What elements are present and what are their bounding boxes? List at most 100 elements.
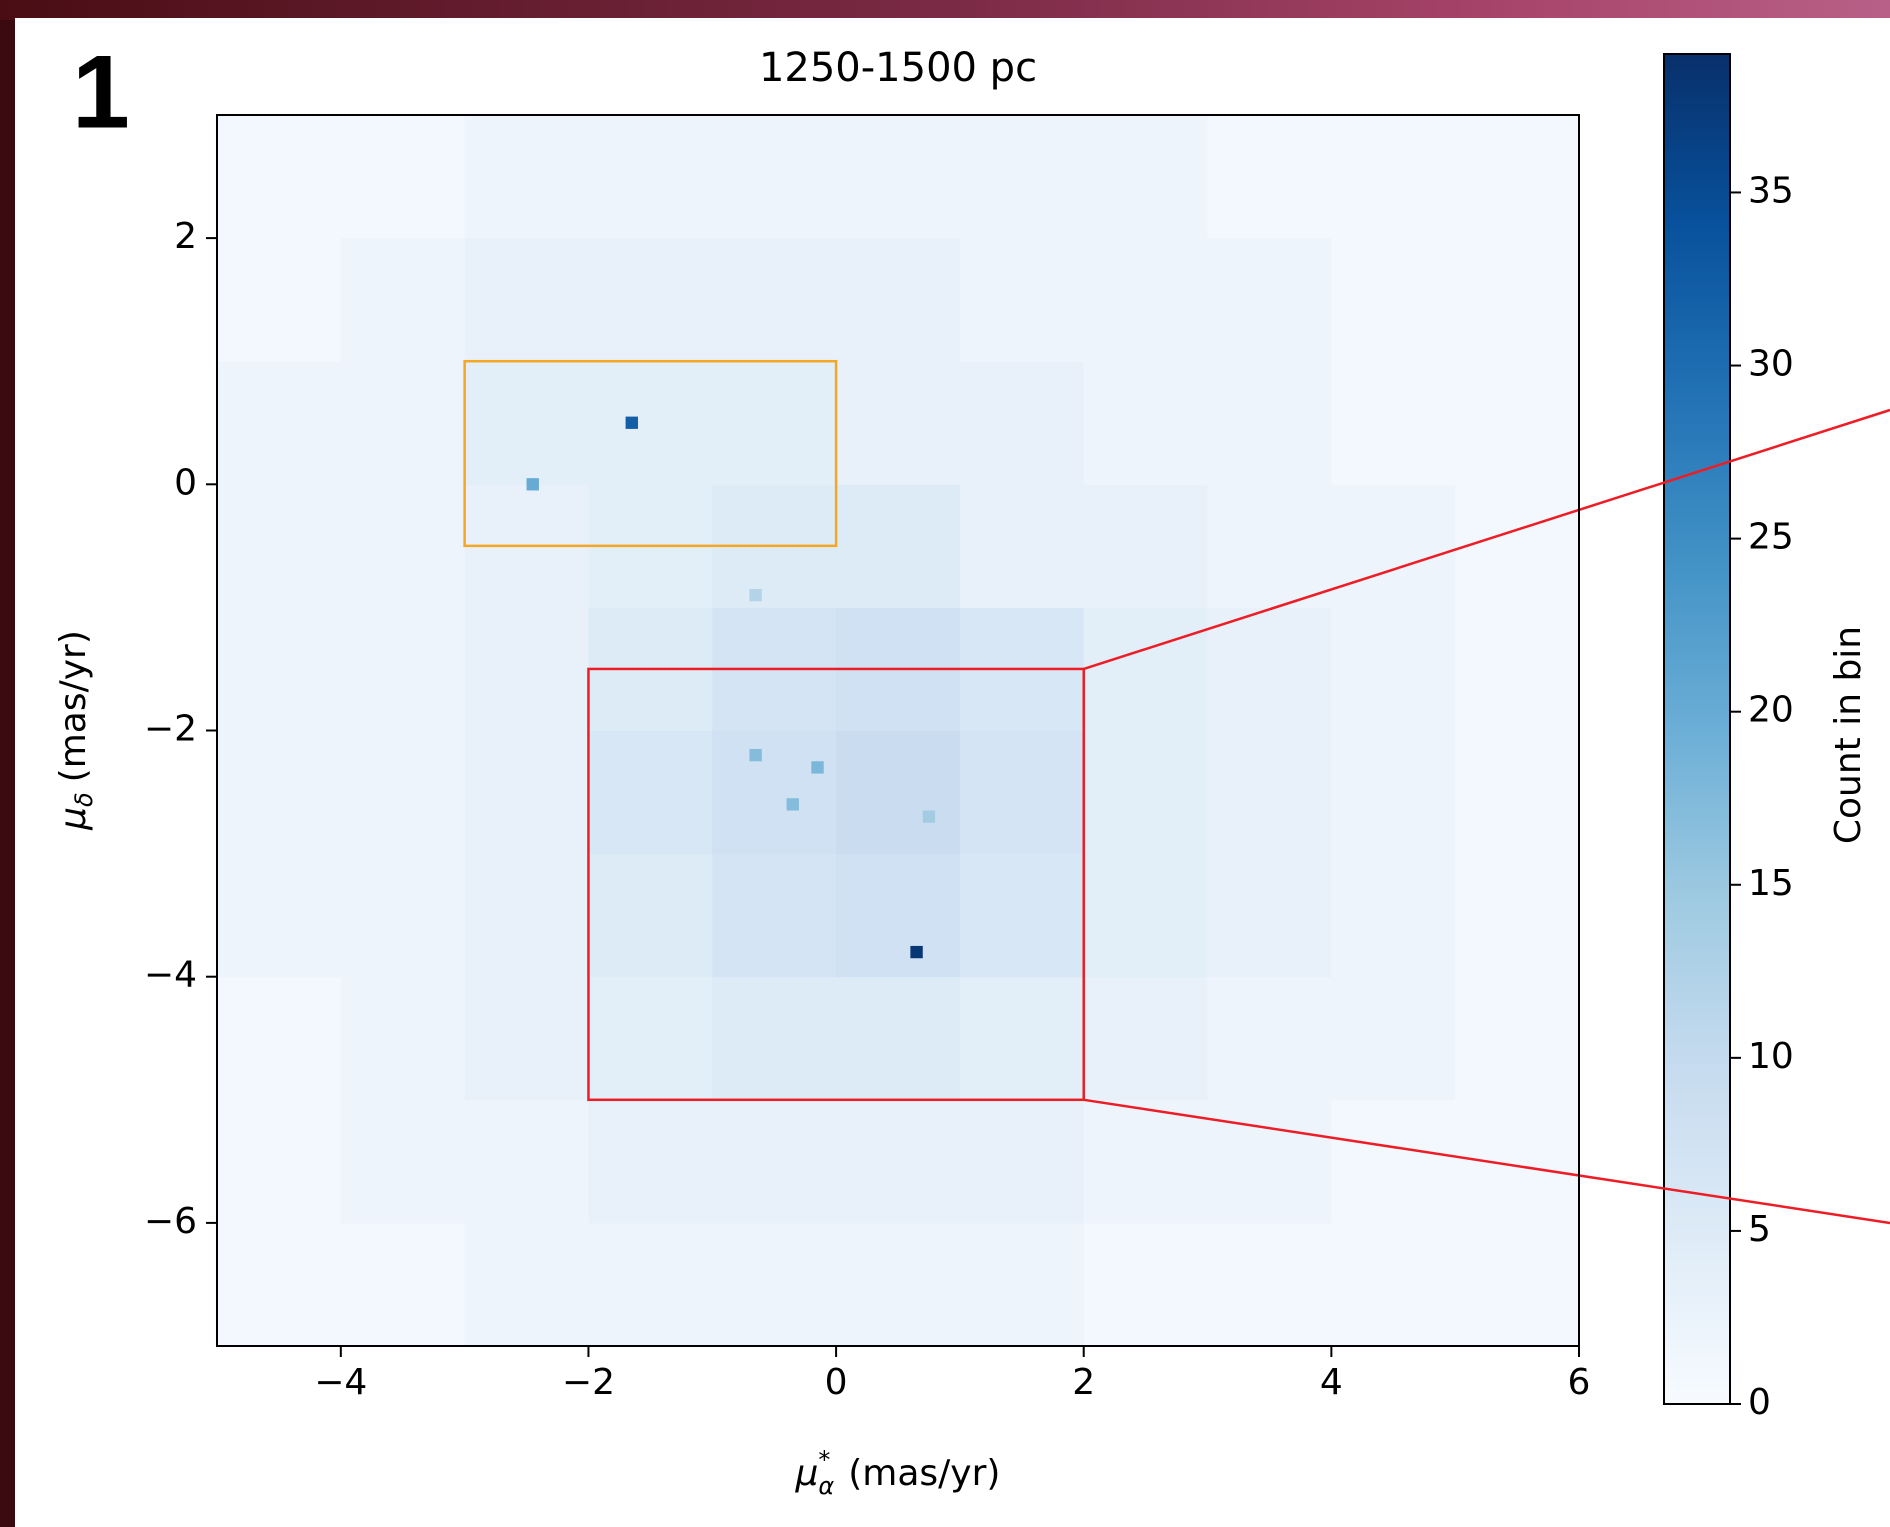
hist-cell xyxy=(588,115,713,239)
hist-cell xyxy=(217,115,342,239)
colorbar-tick-label: 10 xyxy=(1748,1036,1794,1077)
hist-cell xyxy=(836,1099,961,1224)
hist-cell xyxy=(1083,361,1209,485)
hist-cell xyxy=(464,1222,589,1347)
hist-cell xyxy=(1207,1099,1332,1224)
chart-title: 1250-1500 pc xyxy=(759,45,1037,91)
hist-cell xyxy=(1083,1099,1209,1224)
colorbar-label: Count in bin xyxy=(1828,626,1869,844)
y-tick-label: −4 xyxy=(144,955,197,996)
background-strip xyxy=(0,0,1890,20)
hist-cell xyxy=(1083,976,1209,1101)
hist-cell xyxy=(1331,730,1456,855)
hist-cell xyxy=(588,238,713,362)
hist-peak xyxy=(910,945,923,959)
hist-cell xyxy=(217,730,342,855)
hist-cell xyxy=(1455,484,1580,608)
x-tick-label: 0 xyxy=(825,1362,848,1403)
hist-cell xyxy=(1455,361,1580,485)
hist-cell xyxy=(217,238,342,362)
hist-cell xyxy=(1331,1099,1456,1224)
hist-cell xyxy=(217,1099,342,1224)
hist-cell xyxy=(217,607,342,731)
hist-cell xyxy=(836,976,961,1101)
hist-cell xyxy=(836,484,961,608)
hist-cell xyxy=(1331,361,1456,485)
hist-cell xyxy=(217,853,342,978)
hist-cell xyxy=(588,730,713,855)
hist-cell xyxy=(588,1099,713,1224)
hist-cell xyxy=(588,853,713,978)
hist-cell xyxy=(1331,853,1456,978)
x-tick-label: 4 xyxy=(1320,1362,1343,1403)
hist-cell xyxy=(588,1222,713,1347)
hist-cell xyxy=(1331,976,1456,1101)
hist-cell xyxy=(217,976,342,1101)
hist-cell xyxy=(588,361,713,485)
hist-cell xyxy=(1083,607,1209,731)
hist-cell xyxy=(959,115,1085,239)
colorbar-tick-label: 35 xyxy=(1748,170,1794,211)
hist-cell xyxy=(217,484,342,608)
hist-cell xyxy=(1455,1099,1580,1224)
hist-cell xyxy=(1455,238,1580,362)
hist-peak xyxy=(625,416,638,429)
colorbar-tick-label: 0 xyxy=(1748,1382,1771,1423)
hist-cell xyxy=(836,115,961,239)
x-label-unit: (mas/yr) xyxy=(848,1453,1000,1494)
hist-cell xyxy=(1207,730,1332,855)
colorbar xyxy=(1663,53,1731,1405)
hist-cell xyxy=(464,853,589,978)
hist-cell xyxy=(1083,115,1209,239)
hist-cell xyxy=(1207,976,1332,1101)
y-tick-label: 2 xyxy=(174,216,197,257)
panel-label: 1 xyxy=(72,34,130,150)
hist-cell xyxy=(464,730,589,855)
hist-cell xyxy=(340,238,466,362)
hist-cell xyxy=(1207,115,1332,239)
hist-peak xyxy=(749,588,762,602)
hist-cell xyxy=(1331,607,1456,731)
hist-cell xyxy=(959,730,1085,855)
y-label-unit: (mas/yr) xyxy=(53,630,94,782)
hist-cell xyxy=(1455,607,1580,731)
hist-cell xyxy=(1083,1222,1209,1347)
hist-peak xyxy=(526,478,539,491)
hist-cell xyxy=(959,361,1085,485)
hist-cell xyxy=(1455,853,1580,978)
hist-cell xyxy=(1083,853,1209,978)
hist-cell xyxy=(464,238,589,362)
hist-cell xyxy=(959,484,1085,608)
colorbar-tick-label: 15 xyxy=(1748,863,1794,904)
hist-cell xyxy=(1083,238,1209,362)
y-tick-label: −2 xyxy=(144,709,197,750)
hist-cell xyxy=(1207,361,1332,485)
hist-cell xyxy=(959,1222,1085,1347)
hist-cell xyxy=(1207,853,1332,978)
hist-cell xyxy=(712,976,837,1101)
hist-cell xyxy=(217,361,342,485)
hist-cell xyxy=(959,853,1085,978)
hist-cell xyxy=(836,361,961,485)
hist-cell xyxy=(340,607,466,731)
hist-cell xyxy=(1207,607,1332,731)
hist-cell xyxy=(1207,1222,1332,1347)
hist-cell xyxy=(340,730,466,855)
hist-cell xyxy=(1083,730,1209,855)
hist-cell xyxy=(712,730,837,855)
hist-cell xyxy=(1083,484,1209,608)
y-tick-label: 0 xyxy=(174,462,197,503)
hist-cell xyxy=(712,853,837,978)
hist-cell xyxy=(464,607,589,731)
hist-cell xyxy=(340,361,466,485)
x-tick-label: 6 xyxy=(1568,1362,1591,1403)
hist-cell xyxy=(712,115,837,239)
x-tick-label: 2 xyxy=(1072,1362,1095,1403)
hist-cell xyxy=(1331,1222,1456,1347)
plot-area xyxy=(217,115,1580,1347)
hist-cell xyxy=(588,976,713,1101)
hist-peak xyxy=(922,810,936,823)
hist-cell xyxy=(959,1099,1085,1224)
hist-cell xyxy=(712,361,837,485)
